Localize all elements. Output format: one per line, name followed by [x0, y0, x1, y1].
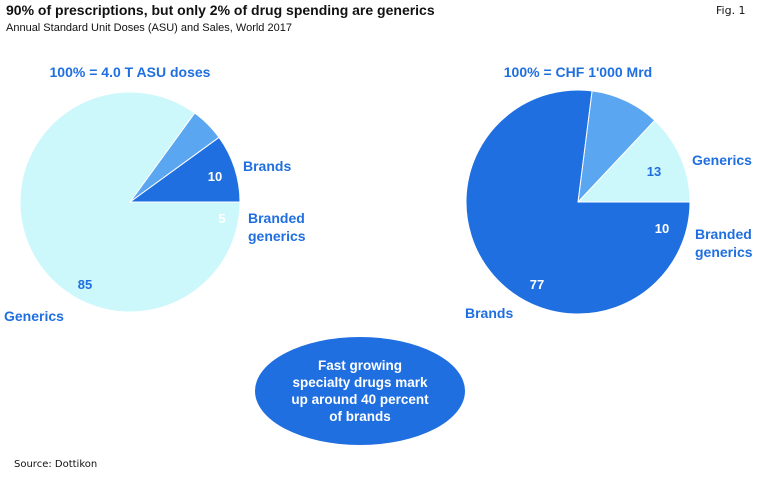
- pie2-title: 100% = CHF 1'000 Mrd: [504, 64, 652, 80]
- pie2-slice-generics: [576, 119, 691, 203]
- pie1-slice-generics: [19, 91, 241, 313]
- pie1-label-brands: Brands: [243, 158, 291, 174]
- pie1-label-generics: Generics: [4, 308, 64, 324]
- pie2-value-generics: 13: [647, 164, 661, 179]
- chart-subtitle: Annual Standard Unit Doses (ASU) and Sal…: [6, 22, 292, 34]
- pie2-value-brands: 77: [530, 277, 544, 292]
- pie2-label-generics: Generics: [692, 152, 752, 168]
- pie1-value-branded-generics: 5: [218, 211, 225, 226]
- source-note: Source: Dottikon: [14, 459, 98, 470]
- note-text: Fast growing specialty drugs mark up aro…: [291, 358, 429, 424]
- pie2-label-branded-generics: Branded generics: [695, 226, 753, 260]
- pie1-label-branded-generics: Branded generics: [248, 210, 306, 244]
- pie2-label-brands: Brands: [465, 305, 513, 321]
- specialty-drugs-note: Fast growing specialty drugs mark up aro…: [255, 337, 465, 445]
- pie1-title: 100% = 4.0 T ASU doses: [50, 64, 211, 80]
- pie1-value-generics: 85: [78, 277, 92, 292]
- pie2-slice-brands: [465, 89, 691, 315]
- figure-label: Fig. 1: [716, 4, 746, 17]
- chart-title: 90% of prescriptions, but only 2% of dru…: [6, 2, 435, 18]
- pie1-value-brands: 10: [208, 169, 222, 184]
- pie2-value-branded-generics: 10: [655, 221, 669, 236]
